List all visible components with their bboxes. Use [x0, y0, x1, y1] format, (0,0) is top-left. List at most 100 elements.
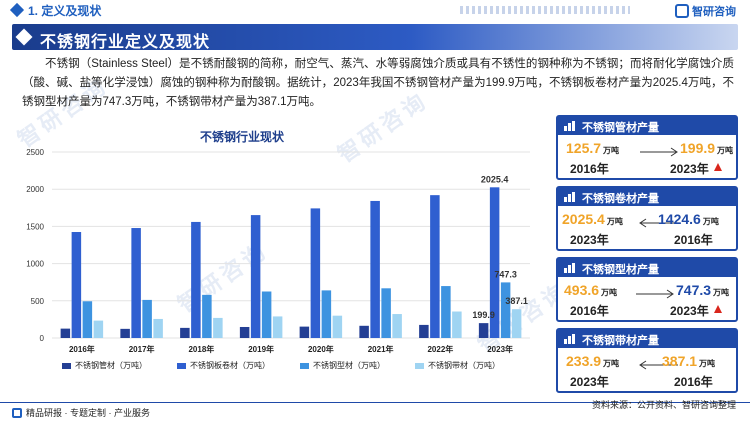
stat-card-pipe: 不锈钢管材产量 125.7 万吨 2016年 199.9 万吨 2023年: [556, 115, 738, 180]
data-label: 199.9: [472, 310, 495, 320]
x-tick-label: 2018年: [188, 344, 214, 354]
y-tick-label: 2000: [26, 185, 44, 194]
stat-card-coil: 不锈钢卷材产量 2025.4 万吨 2023年 1424.6 万吨 2016年: [556, 186, 738, 251]
bar: [489, 187, 500, 338]
stat-card-section: 不锈钢型材产量 493.6 万吨 2016年 747.3 万吨 2023年: [556, 257, 738, 322]
bar: [250, 215, 261, 338]
card-title: 不锈钢管材产量: [582, 122, 659, 134]
card-left-year: 2023年: [570, 233, 609, 247]
card-right-year: 2023年: [670, 162, 709, 176]
bar-chart: 0 500 1000 1500 2000 2500 2016年 2017年 2018年 2019年…: [26, 148, 530, 354]
footer-tagline: 精品研报 · 专题定制 · 产业服务: [26, 408, 150, 418]
legend-item: 不锈钢管材（万吨）: [62, 360, 147, 371]
legend-swatch: [415, 362, 424, 369]
card-right-year: 2023年: [670, 304, 709, 318]
bar: [511, 309, 522, 338]
decorative-lines: [460, 6, 630, 14]
chart-title: 不锈钢行业现状: [200, 130, 285, 144]
arrow-left-icon: [639, 218, 678, 228]
bar: [131, 228, 141, 338]
card-left-value: 233.9 万吨: [566, 353, 620, 369]
y-tick-label: 0: [40, 334, 45, 343]
bar: [191, 221, 201, 338]
bar: [272, 316, 283, 338]
x-tick-label: 2022年: [427, 344, 453, 354]
bar: [142, 299, 152, 338]
legend-item: 不锈钢板卷材（万吨）: [177, 360, 270, 371]
card-left-value: 493.6 万吨: [564, 282, 618, 298]
bar-chart-icon: [564, 121, 576, 131]
x-tick-label: 2016年: [69, 344, 95, 354]
card-left-year: 2023年: [570, 375, 609, 389]
card-left-value: 125.7 万吨: [566, 140, 620, 156]
intro-paragraph: 不锈钢（Stainless Steel）是不锈耐酸钢的简称，耐空气、蒸汽、水等弱…: [22, 58, 734, 108]
diamond-icon: [9, 2, 25, 18]
card-left-year: 2016年: [570, 304, 609, 318]
bar: [332, 315, 343, 338]
legend-swatch: [177, 362, 186, 369]
legend-label: 不锈钢带材（万吨）: [428, 361, 500, 370]
bar: [239, 326, 250, 338]
card-header: 不锈钢型材产量: [558, 259, 736, 277]
card-right-value: 387.1 万吨: [662, 353, 716, 369]
card-right-value: 1424.6 万吨: [658, 211, 719, 227]
arrow-right-icon: [640, 147, 678, 157]
legend-swatch: [300, 362, 309, 369]
card-right-value: 199.9 万吨: [680, 140, 734, 156]
brand: 智研咨询: [675, 3, 736, 19]
arrow-right-icon: [636, 289, 674, 299]
y-tick-label: 1500: [26, 222, 44, 231]
x-tick-label: 2021年: [368, 344, 394, 354]
bar: [452, 311, 462, 338]
card-title: 不锈钢型材产量: [582, 264, 659, 276]
bar: [419, 324, 429, 338]
bar: [299, 326, 310, 338]
footer-divider: [0, 402, 750, 403]
bar: [93, 320, 104, 338]
footer-left: 精品研报 · 专题定制 · 产业服务: [12, 406, 150, 419]
x-tick-label: 2019年: [248, 344, 274, 354]
bar: [261, 291, 272, 338]
data-label: 747.3: [494, 269, 517, 279]
bar: [392, 314, 402, 338]
brand-name: 智研咨询: [692, 6, 736, 18]
x-tick-label: 2020年: [308, 344, 334, 354]
data-label: 2025.4: [481, 174, 509, 184]
bar: [71, 232, 82, 338]
diamond-icon: [15, 28, 33, 46]
card-right-year: 2016年: [674, 375, 713, 389]
bar: [153, 318, 163, 338]
legend-item: 不锈钢型材（万吨）: [300, 360, 385, 371]
bar: [430, 195, 440, 338]
bar-chart-icon: [564, 334, 576, 344]
bar: [82, 301, 93, 338]
bar: [321, 290, 332, 338]
page-title: 不锈钢行业定义及现状: [40, 34, 211, 51]
card-left-value: 2025.4 万吨: [562, 211, 623, 227]
bar: [478, 323, 489, 338]
card-title: 不锈钢带材产量: [582, 335, 659, 347]
x-tick-label: 2017年: [129, 344, 155, 354]
card-title: 不锈钢卷材产量: [582, 193, 659, 205]
bar: [60, 328, 71, 338]
y-tick-label: 500: [31, 297, 45, 306]
bar: [310, 208, 321, 338]
legend-label: 不锈钢管材（万吨）: [75, 361, 147, 370]
bar-chart-icon: [564, 263, 576, 273]
y-tick-label: 2500: [26, 148, 44, 157]
bar: [180, 327, 190, 338]
legend-swatch: [62, 362, 71, 369]
section-title: 1. 定义及现状: [28, 4, 102, 18]
stat-card-strip: 不锈钢带材产量 233.9 万吨 2023年 387.1 万吨 2016年: [556, 328, 738, 393]
chart-legend: 不锈钢管材（万吨） 不锈钢板卷材（万吨） 不锈钢型材（万吨） 不锈钢带材（万吨）: [62, 360, 500, 371]
bar: [370, 200, 380, 338]
card-header: 不锈钢卷材产量: [558, 188, 736, 206]
data-label: 387.1: [505, 296, 528, 306]
bar: [213, 317, 223, 338]
trend-up-icon: [714, 163, 722, 171]
brand-logo-icon: [12, 407, 22, 418]
card-header: 不锈钢带材产量: [558, 330, 736, 348]
arrow-left-icon: [639, 360, 678, 370]
brand-logo-icon: [675, 4, 689, 18]
bar: [359, 325, 369, 338]
